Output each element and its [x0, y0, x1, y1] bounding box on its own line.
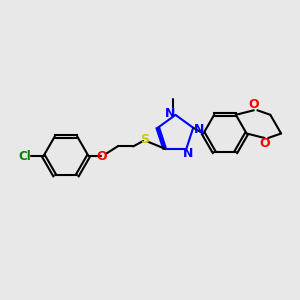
Text: N: N [165, 107, 175, 120]
Text: Cl: Cl [19, 149, 31, 163]
Text: O: O [97, 149, 107, 163]
Text: N: N [183, 147, 193, 161]
Text: N: N [194, 123, 204, 136]
Text: S: S [140, 133, 149, 146]
Text: O: O [259, 137, 270, 150]
Text: O: O [248, 98, 259, 111]
